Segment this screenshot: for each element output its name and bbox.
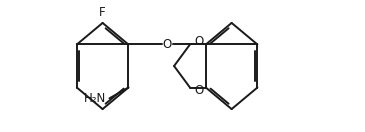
Text: H₂N: H₂N	[84, 92, 107, 105]
Text: O: O	[194, 84, 203, 97]
Text: F: F	[99, 6, 106, 19]
Text: O: O	[194, 35, 203, 48]
Text: O: O	[162, 38, 172, 51]
